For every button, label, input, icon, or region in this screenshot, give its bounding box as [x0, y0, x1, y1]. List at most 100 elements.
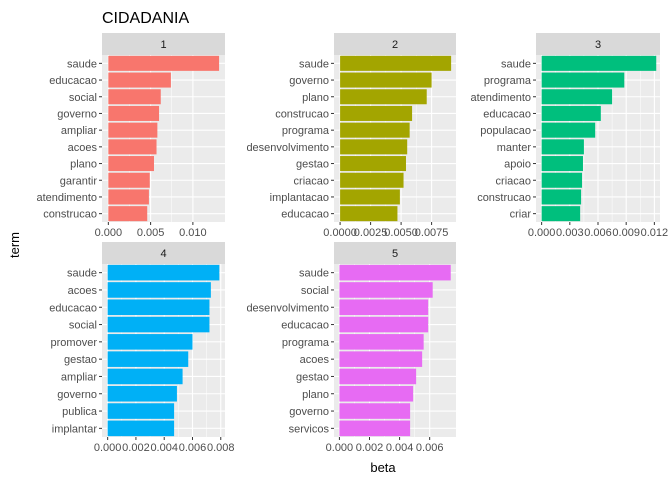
- bar-construcao: [108, 206, 148, 222]
- x-tick-label: 0.003: [556, 227, 584, 239]
- y-axis-title: term: [7, 232, 22, 258]
- y-tick-label: educacao: [281, 320, 329, 332]
- bar-educacao: [107, 299, 210, 316]
- bar-ampliar: [108, 122, 158, 138]
- y-tick-label: educacao: [483, 108, 531, 120]
- bar-gestao: [339, 368, 417, 385]
- x-tick-label: 0.006: [584, 227, 612, 239]
- bar-saude: [339, 264, 451, 281]
- x-tick-label: 0.010: [179, 227, 207, 239]
- y-tick-label: construcao: [43, 209, 97, 221]
- y-tick-label: social: [301, 285, 329, 297]
- y-tick-label: programa: [282, 125, 330, 137]
- bar-implantacao: [340, 189, 400, 205]
- x-tick-label: 0.006: [179, 442, 207, 454]
- y-tick-label: saude: [299, 268, 329, 280]
- bar-saude: [340, 55, 452, 71]
- bar-criar: [541, 206, 581, 222]
- x-tick-label: 0.005: [137, 227, 165, 239]
- bar-educacao: [339, 316, 429, 333]
- bar-atendimento: [108, 189, 149, 205]
- x-tick-label: 0.000: [528, 227, 556, 239]
- bar-governo: [107, 385, 177, 402]
- bar-publica: [107, 403, 175, 419]
- bar-ampliar: [107, 368, 183, 385]
- y-tick-label: governo: [57, 389, 97, 401]
- y-tick-label: criar: [510, 209, 532, 221]
- x-tick-label: 0.002: [356, 442, 384, 454]
- y-tick-label: plano: [302, 92, 329, 104]
- facet-panel-3: 3 0.000 0.003 0.006 0.009 0.012 saude programa a…: [470, 33, 668, 239]
- y-tick-label: saude: [299, 58, 329, 70]
- y-tick-label: saude: [67, 268, 97, 280]
- bar-gestao: [340, 156, 406, 172]
- x-tick-label: 0.0025: [354, 227, 388, 239]
- x-tick-label: 0.004: [386, 442, 414, 454]
- bar-apoio: [541, 156, 583, 172]
- y-tick-label: ampliar: [61, 125, 97, 137]
- facet-strip: [102, 242, 225, 264]
- facet-strip: [334, 33, 456, 55]
- y-tick-label: educacao: [49, 302, 97, 314]
- y-tick-label: publica: [62, 406, 98, 418]
- x-tick-label: 0.006: [416, 442, 444, 454]
- y-tick-label: social: [69, 320, 97, 332]
- y-tick-label: criacao: [496, 175, 531, 187]
- y-tick-label: gestao: [296, 159, 329, 171]
- y-tick-label: plano: [302, 389, 329, 401]
- y-tick-label: ampliar: [61, 371, 97, 383]
- y-tick-label: saude: [501, 58, 531, 70]
- bar-acoes: [108, 139, 157, 155]
- facet-strip-label: 5: [392, 248, 398, 260]
- y-tick-label: acoes: [68, 285, 98, 297]
- y-tick-label: atendimento: [36, 192, 97, 204]
- y-tick-label: servicos: [289, 423, 330, 435]
- facet-strip-label: 3: [595, 39, 601, 51]
- y-tick-label: acoes: [300, 354, 330, 366]
- facet-panel-4: 4 0.000 0.002 0.004 0.006 0.008 saude acoes educ…: [49, 242, 235, 454]
- bar-programa: [340, 122, 410, 138]
- y-tick-label: desenvolvimento: [246, 302, 329, 314]
- bar-desenvolvimento: [339, 299, 429, 316]
- facet-panel-1: 1 0.000 0.005 0.010 saude educacao social gover…: [36, 33, 225, 239]
- x-tick-label: 0.000: [95, 227, 123, 239]
- y-tick-label: governo: [289, 75, 329, 87]
- bar-plano: [340, 89, 427, 105]
- facet-panels: 1 0.000 0.005 0.010 saude educacao social gover…: [36, 33, 668, 454]
- y-tick-label: construcao: [275, 108, 329, 120]
- bar-social: [107, 316, 210, 333]
- bar-promover: [107, 334, 193, 350]
- bar-criacao: [340, 172, 404, 188]
- facet-strip-label: 4: [160, 248, 166, 260]
- y-tick-label: desenvolvimento: [246, 142, 329, 154]
- bar-social: [339, 282, 433, 298]
- bar-desenvolvimento: [340, 139, 408, 155]
- bar-atendimento: [541, 89, 613, 105]
- y-tick-label: programa: [484, 75, 532, 87]
- y-tick-label: plano: [70, 159, 97, 171]
- x-tick-label: 0.0050: [384, 227, 418, 239]
- y-tick-label: governo: [57, 108, 97, 120]
- bar-garantir: [108, 172, 150, 188]
- bar-acoes: [339, 351, 423, 367]
- facet-strip: [102, 33, 225, 55]
- y-tick-label: implantar: [52, 423, 98, 435]
- bar-saude: [541, 55, 657, 71]
- bar-saude: [108, 55, 220, 71]
- chart-title: CIDADANIA: [102, 10, 189, 27]
- y-tick-label: saude: [67, 58, 97, 70]
- bar-programa: [541, 72, 625, 88]
- bar-educacao: [340, 206, 398, 222]
- bar-servicos: [339, 420, 411, 437]
- x-tick-label: 0.000: [326, 442, 354, 454]
- bar-programa: [339, 334, 424, 350]
- y-tick-label: atendimento: [470, 92, 531, 104]
- y-tick-label: educacao: [281, 209, 329, 221]
- x-tick-label: 0.002: [122, 442, 150, 454]
- y-tick-label: programa: [282, 337, 330, 349]
- y-tick-label: construcao: [477, 192, 531, 204]
- bar-populacao: [541, 122, 596, 138]
- x-tick-label: 0.000: [94, 442, 122, 454]
